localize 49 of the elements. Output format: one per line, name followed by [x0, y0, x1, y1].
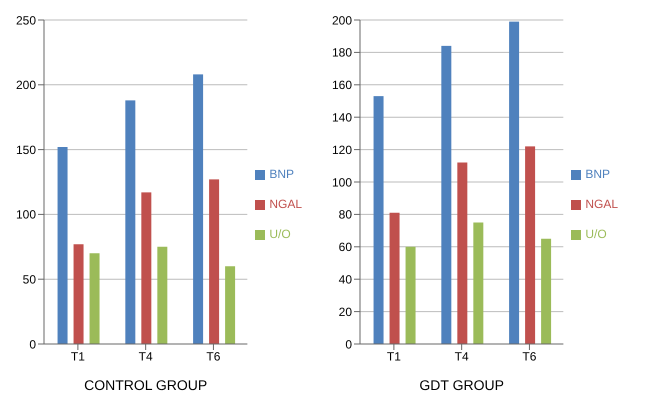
y-tick-label: 140: [332, 110, 352, 124]
y-tick-label: 200: [16, 78, 36, 92]
bar: [74, 244, 84, 344]
bar: [141, 192, 152, 344]
bar: [374, 96, 384, 344]
bar: [509, 22, 520, 344]
x-tick-label: T4: [454, 350, 469, 364]
y-tick-label: 80: [338, 208, 352, 222]
y-tick-label: 150: [16, 142, 36, 157]
bar: [90, 253, 100, 344]
x-axis-title: CONTROL GROUP: [84, 377, 208, 393]
y-tick-label: 100: [332, 175, 352, 190]
x-tick-label: T6: [522, 350, 537, 364]
bar: [193, 74, 204, 344]
y-tick-label: 250: [16, 13, 36, 28]
bar: [441, 46, 452, 344]
y-tick-label: 200: [332, 13, 352, 28]
y-tick-label: 120: [332, 142, 352, 157]
bar: [225, 266, 236, 344]
y-tick-label: 100: [16, 208, 36, 222]
y-tick-label: 180: [332, 46, 352, 60]
legend-label: BNP: [585, 167, 610, 181]
legend-label: U/O: [585, 227, 607, 241]
bar: [457, 162, 468, 344]
bar: [473, 222, 484, 344]
bar: [157, 246, 168, 344]
x-tick-label: T1: [386, 350, 402, 364]
legend-label: NGAL: [269, 197, 302, 211]
y-tick-label: 20: [338, 304, 352, 319]
y-tick-label: 60: [338, 240, 352, 254]
y-tick-label: 0: [345, 337, 352, 352]
x-tick-label: T1: [70, 350, 86, 364]
x-axis-title: GDT GROUP: [419, 377, 504, 393]
y-tick-label: 50: [22, 272, 36, 286]
y-tick-label: 0: [29, 337, 36, 352]
bar: [390, 212, 400, 344]
bar: [541, 238, 552, 344]
legend-label: NGAL: [585, 197, 618, 211]
x-tick-label: T4: [138, 350, 153, 364]
legend-label: U/O: [269, 227, 291, 241]
y-tick-label: 40: [338, 272, 352, 286]
legend-label: BNP: [269, 167, 294, 181]
bar: [525, 146, 536, 344]
y-tick-label: 160: [332, 78, 352, 92]
x-tick-label: T6: [206, 350, 221, 364]
bar: [125, 100, 136, 344]
bar: [406, 246, 416, 344]
bar: [58, 147, 68, 344]
bar: [209, 179, 220, 344]
